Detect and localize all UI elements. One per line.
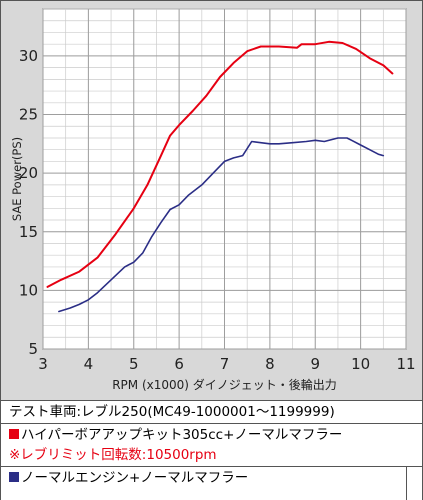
legend-label-kit: ハイパーボアアップキット305cc+ノーマルマフラー bbox=[21, 427, 343, 443]
x-axis-label: RPM (x1000) ダイノジェット・後輪出力 bbox=[112, 377, 337, 392]
legend-divider bbox=[1, 423, 422, 424]
series-line-kit bbox=[46, 40, 394, 288]
series-line-normal bbox=[58, 137, 385, 313]
y-tick-label: 5 bbox=[28, 340, 38, 358]
legend-item-normal: ノーマルエンジン+ノーマルマフラー bbox=[9, 468, 248, 488]
y-tick-label: 10 bbox=[19, 281, 38, 299]
x-tick-label: 11 bbox=[396, 355, 415, 373]
legend-swatch-normal bbox=[9, 472, 19, 482]
legend-item-kit: ハイパーボアアップキット305cc+ノーマルマフラー bbox=[9, 425, 342, 445]
legend-label-normal: ノーマルエンジン+ノーマルマフラー bbox=[21, 470, 249, 486]
x-tick-label: 9 bbox=[310, 355, 320, 373]
y-tick-label: 30 bbox=[19, 47, 38, 65]
chart-panel: 3 4 5 6 7 8 9 10 11 5 10 15 20 25 30 RPM (x1000) ダイノジェッ… bbox=[1, 1, 422, 400]
legend-vdivider bbox=[406, 466, 407, 500]
legend-swatch-kit bbox=[9, 429, 19, 439]
x-tick-label: 4 bbox=[84, 355, 94, 373]
x-tick-label: 8 bbox=[265, 355, 275, 373]
x-tick-label: 7 bbox=[220, 355, 230, 373]
legend-divider bbox=[1, 466, 422, 467]
x-tick-label: 10 bbox=[351, 355, 370, 373]
y-axis-label: SAE Power(PS) bbox=[10, 137, 24, 221]
x-tick-label: 6 bbox=[174, 355, 184, 373]
x-tick-label: 5 bbox=[129, 355, 139, 373]
legend-vehicle: テスト車両:レブル250(MC49-1000001〜1199999) bbox=[9, 404, 335, 420]
y-tick-label: 15 bbox=[19, 223, 38, 241]
legend-rev-limit: ※レブリミット回転数:10500rpm bbox=[9, 447, 217, 463]
y-tick-label: 20 bbox=[19, 164, 38, 182]
x-tick-label: 3 bbox=[38, 355, 48, 373]
power-chart: 3 4 5 6 7 8 9 10 11 5 10 15 20 25 30 RPM (x1000) ダイノジェッ… bbox=[10, 8, 416, 392]
y-tick-label: 25 bbox=[19, 106, 38, 124]
legend-panel: テスト車両:レブル250(MC49-1000001〜1199999) ハイパーボ… bbox=[1, 400, 422, 500]
